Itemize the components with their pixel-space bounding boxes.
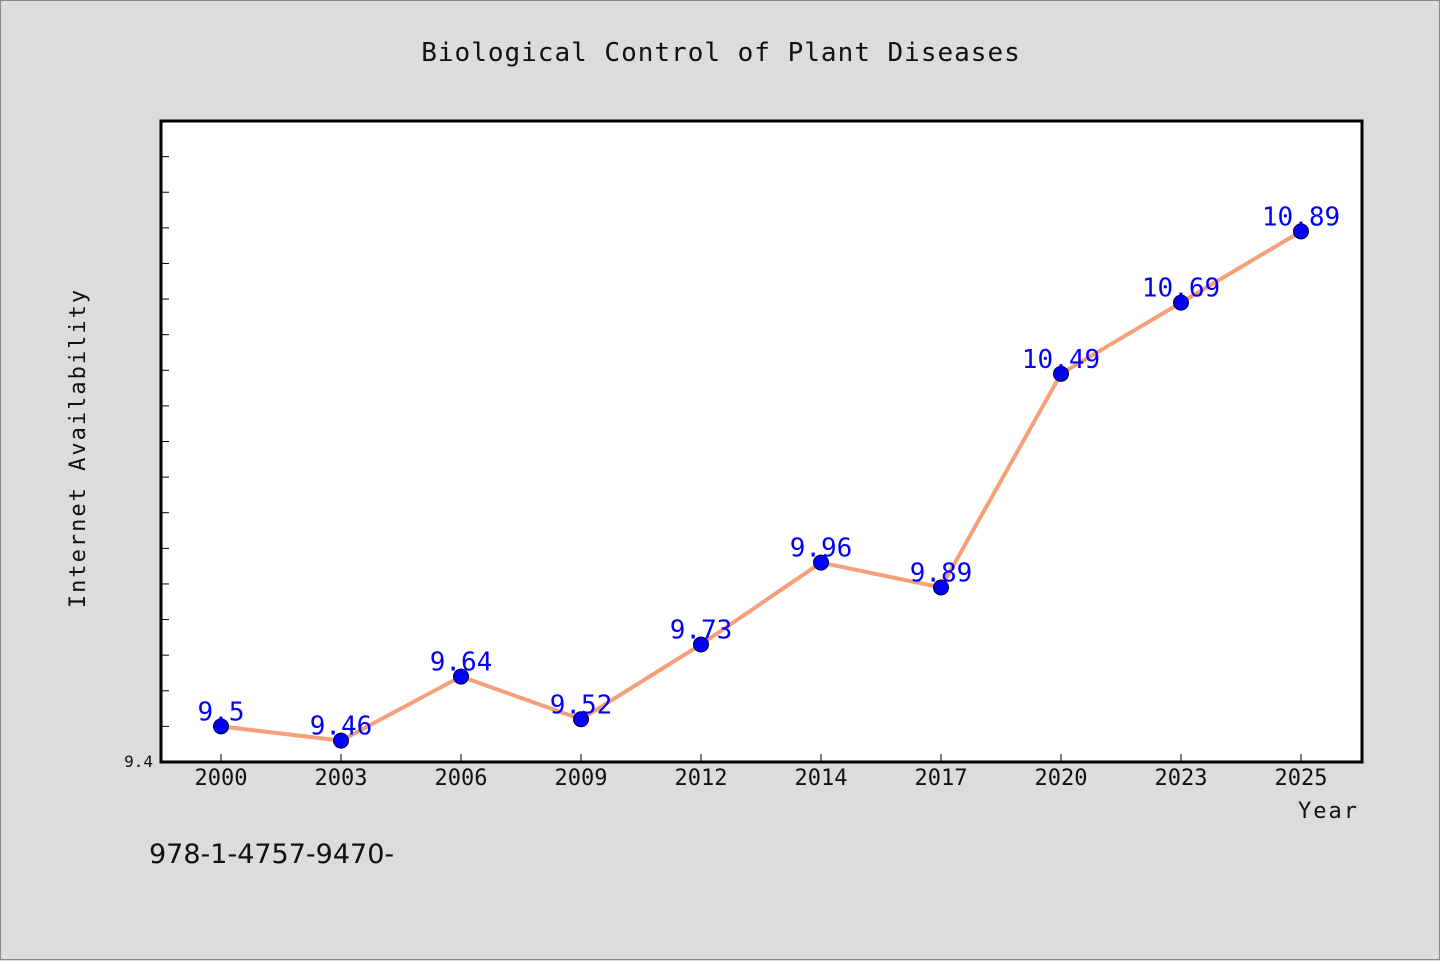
- x-tick-label-2012: 2012: [675, 766, 728, 791]
- y-tick-label-min: 9.4: [124, 752, 153, 771]
- plot-border: [159, 119, 1364, 764]
- data-label-2012: 9.73: [670, 615, 733, 645]
- data-point-2014: [813, 554, 829, 571]
- data-label-2017: 9.89: [910, 559, 973, 589]
- data-point-2012: [693, 636, 709, 653]
- data-label-2003: 9.46: [310, 712, 373, 742]
- data-point-2003: [333, 732, 349, 749]
- x-tick-label-2003: 2003: [315, 766, 368, 791]
- series-group: 9.5 9.46 9.64 9.52 9.73 9.96 9.89 10.49 10.69 10.…: [198, 202, 1340, 749]
- data-label-2009: 9.52: [550, 690, 613, 720]
- x-axis-ticks: 2000 2003 2006 2009 2012 2014 2017 2020 2023 2025: [195, 754, 1328, 791]
- data-point-2006: [453, 668, 469, 685]
- data-point-2020: [1053, 365, 1069, 382]
- x-tick-label-2023: 2023: [1155, 766, 1208, 791]
- x-tick-label-2025: 2025: [1275, 766, 1328, 791]
- x-axis-label: Year: [1298, 799, 1359, 824]
- data-point-2000: [213, 718, 229, 735]
- chart-title: Biological Control of Plant Diseases: [421, 38, 1021, 68]
- x-tick-label-2017: 2017: [915, 766, 968, 791]
- x-tick-label-2006: 2006: [435, 766, 488, 791]
- data-point-2025: [1293, 223, 1309, 240]
- data-point-2017: [933, 579, 949, 596]
- data-label-2020: 10.49: [1022, 345, 1100, 375]
- data-label-2023: 10.69: [1142, 274, 1220, 304]
- plot-area: [161, 121, 1362, 762]
- y-axis-label: Internet Availability: [66, 288, 91, 608]
- footer-text: 978-1-4757-9470-: [149, 839, 394, 870]
- data-point-2009: [573, 711, 589, 728]
- data-point-2023: [1173, 294, 1189, 311]
- x-tick-label-2009: 2009: [555, 766, 608, 791]
- data-label-2025: 10.89: [1262, 202, 1340, 232]
- x-tick-label-2000: 2000: [195, 766, 248, 791]
- x-tick-label-2020: 2020: [1035, 766, 1088, 791]
- data-label-2000: 9.5: [198, 697, 245, 727]
- data-label-2014: 9.96: [790, 534, 853, 564]
- x-tick-label-2014: 2014: [795, 766, 848, 791]
- data-label-2006: 9.64: [430, 648, 493, 678]
- series-line-0: [219, 229, 1303, 743]
